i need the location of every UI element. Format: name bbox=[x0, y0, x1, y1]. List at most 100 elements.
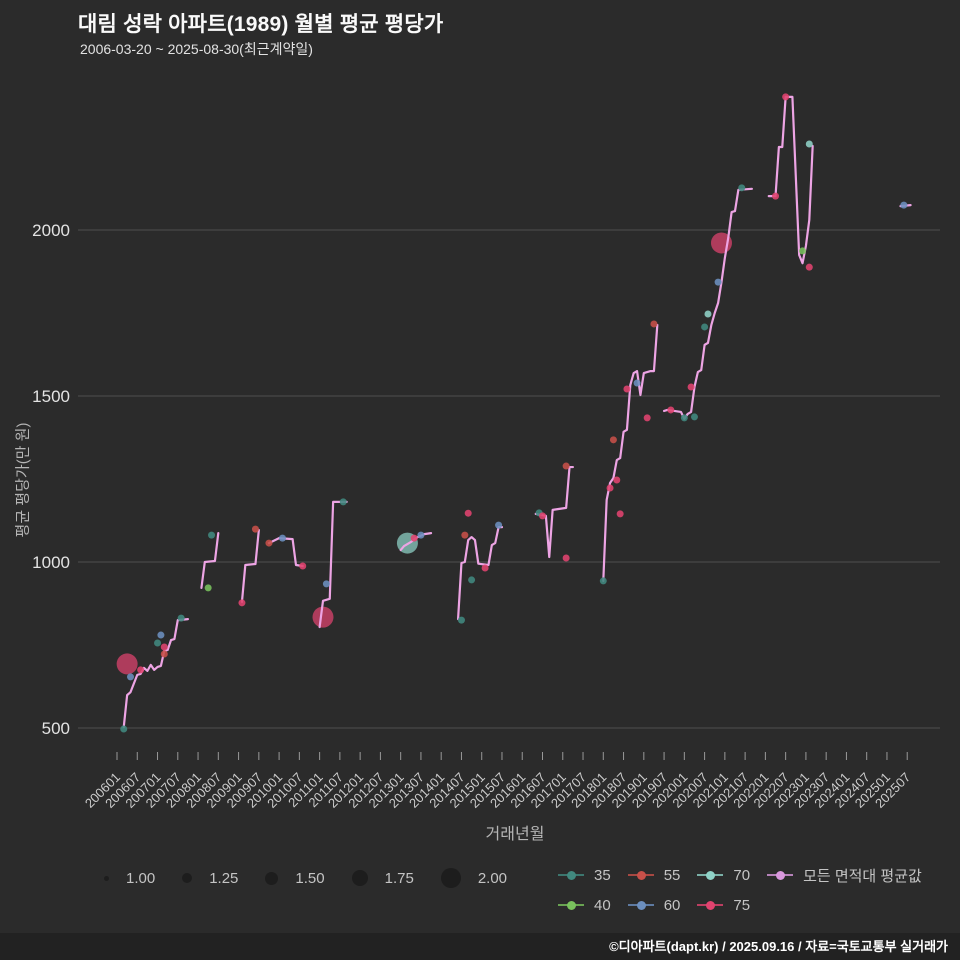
data-point-55[interactable] bbox=[562, 462, 570, 470]
data-point-75[interactable] bbox=[643, 414, 651, 422]
data-point-60[interactable] bbox=[495, 521, 503, 529]
data-point-60[interactable] bbox=[322, 580, 330, 588]
average-line bbox=[662, 187, 753, 421]
data-point-75[interactable] bbox=[299, 562, 307, 570]
size-label: 1.00 bbox=[126, 869, 156, 887]
data-point-60[interactable] bbox=[900, 201, 908, 209]
size-dot-icon bbox=[104, 875, 109, 881]
size-dot-icon bbox=[265, 871, 279, 885]
legend-series-row: 40 60 75 bbox=[558, 890, 939, 920]
data-point-75[interactable] bbox=[805, 263, 813, 271]
data-point-35[interactable] bbox=[680, 414, 688, 422]
data-point-75[interactable] bbox=[312, 606, 334, 628]
data-point-60[interactable] bbox=[127, 673, 135, 681]
data-point-35[interactable] bbox=[154, 639, 162, 647]
average-line bbox=[267, 536, 304, 568]
data-point-60[interactable] bbox=[157, 631, 165, 639]
size-label: 2.00 bbox=[477, 869, 508, 887]
data-point-60[interactable] bbox=[633, 379, 641, 387]
legend-sizes: 1.00 1.25 1.50 1.75 2.00 bbox=[104, 862, 534, 894]
data-point-75[interactable] bbox=[772, 192, 780, 200]
data-point-35[interactable] bbox=[208, 531, 216, 539]
footer-credit: ©디아파트(dapt.kr) / 2025.09.16 / 자료=국토교통부 실… bbox=[0, 933, 960, 960]
data-point-75[interactable] bbox=[623, 385, 631, 393]
y-tick-label: 1500 bbox=[32, 387, 70, 406]
series-glyph-icon bbox=[627, 900, 654, 910]
legend-size-item[interactable]: 2.00 bbox=[440, 868, 508, 888]
legend-item-75[interactable]: 75 bbox=[697, 897, 750, 914]
data-point-75[interactable] bbox=[687, 383, 695, 391]
legend-series-row: 35 55 70 모든 면적대 평균값 bbox=[558, 860, 939, 890]
legend-item-70[interactable]: 70 bbox=[697, 867, 750, 884]
data-point-75[interactable] bbox=[160, 643, 168, 651]
data-point-55[interactable] bbox=[265, 539, 273, 547]
data-point-60[interactable] bbox=[714, 278, 722, 286]
data-point-60[interactable] bbox=[278, 534, 286, 542]
legend-item-40[interactable]: 40 bbox=[558, 897, 611, 914]
data-point-55[interactable] bbox=[251, 525, 259, 533]
legend-size-item[interactable]: 1.00 bbox=[104, 870, 155, 887]
data-point-75[interactable] bbox=[782, 93, 790, 101]
legend-item-35[interactable]: 35 bbox=[558, 867, 611, 884]
series-label: 35 bbox=[594, 866, 611, 884]
data-point-35[interactable] bbox=[177, 614, 185, 622]
data-point-75[interactable] bbox=[539, 512, 547, 520]
data-point-75[interactable] bbox=[606, 484, 614, 492]
y-axis-label: 평균 평당가(만 원) bbox=[14, 422, 32, 538]
data-point-35[interactable] bbox=[339, 498, 347, 506]
average-line bbox=[240, 529, 260, 603]
data-point-75[interactable] bbox=[481, 564, 489, 572]
y-tick-label: 2000 bbox=[32, 221, 70, 240]
series-label: 60 bbox=[663, 896, 681, 914]
data-point-75[interactable] bbox=[116, 653, 138, 675]
data-point-35[interactable] bbox=[738, 184, 746, 192]
legend-series: 35 55 70 모든 면적대 평균값 40 60 75 bbox=[558, 860, 939, 920]
series-glyph-icon bbox=[627, 870, 654, 880]
data-point-35[interactable] bbox=[457, 616, 465, 624]
average-line bbox=[767, 95, 814, 265]
series-label: 70 bbox=[733, 866, 751, 884]
data-point-75[interactable] bbox=[616, 510, 624, 518]
series-label: 55 bbox=[663, 866, 681, 884]
legend-size-item[interactable]: 1.75 bbox=[351, 869, 414, 887]
series-label: 75 bbox=[733, 896, 751, 914]
series-glyph-icon bbox=[697, 900, 724, 910]
data-point-55[interactable] bbox=[461, 531, 469, 539]
data-point-40[interactable] bbox=[799, 247, 807, 255]
data-point-75[interactable] bbox=[410, 534, 418, 542]
series-label: 40 bbox=[594, 896, 611, 914]
data-point-55[interactable] bbox=[609, 436, 617, 444]
data-point-55[interactable] bbox=[650, 320, 658, 328]
data-point-75[interactable] bbox=[238, 599, 246, 607]
average-line bbox=[602, 323, 659, 583]
data-point-40[interactable] bbox=[204, 584, 212, 592]
legend-item-60[interactable]: 60 bbox=[627, 896, 681, 914]
series-glyph-icon bbox=[558, 900, 584, 910]
legend-size-item[interactable]: 1.25 bbox=[182, 870, 238, 887]
average-line bbox=[122, 618, 190, 729]
data-point-70[interactable] bbox=[704, 310, 712, 318]
data-point-55[interactable] bbox=[160, 650, 168, 658]
average-line bbox=[318, 500, 348, 629]
data-point-35[interactable] bbox=[690, 413, 698, 421]
data-point-35[interactable] bbox=[120, 725, 128, 733]
data-point-75[interactable] bbox=[667, 406, 675, 414]
page-subtitle: 2006-03-20 ~ 2025-08-30(최근계약일) bbox=[80, 41, 313, 57]
series-glyph-icon bbox=[697, 870, 724, 880]
data-point-35[interactable] bbox=[468, 576, 476, 584]
size-label: 1.25 bbox=[209, 869, 239, 887]
average-line bbox=[200, 532, 220, 589]
data-point-75[interactable] bbox=[464, 509, 472, 517]
size-label: 1.75 bbox=[384, 869, 414, 887]
legend-item-55[interactable]: 55 bbox=[627, 866, 681, 884]
data-point-35[interactable] bbox=[701, 323, 709, 331]
legend-size-item[interactable]: 1.50 bbox=[265, 870, 325, 887]
data-point-35[interactable] bbox=[599, 577, 607, 585]
data-point-75[interactable] bbox=[613, 476, 621, 484]
data-point-70[interactable] bbox=[805, 140, 813, 148]
data-point-75[interactable] bbox=[562, 554, 570, 562]
x-axis-label: 거래년월 bbox=[485, 826, 545, 843]
data-point-75[interactable] bbox=[137, 666, 145, 674]
legend-item-avg[interactable]: 모든 면적대 평균값 bbox=[767, 865, 922, 886]
data-point-60[interactable] bbox=[417, 531, 425, 539]
